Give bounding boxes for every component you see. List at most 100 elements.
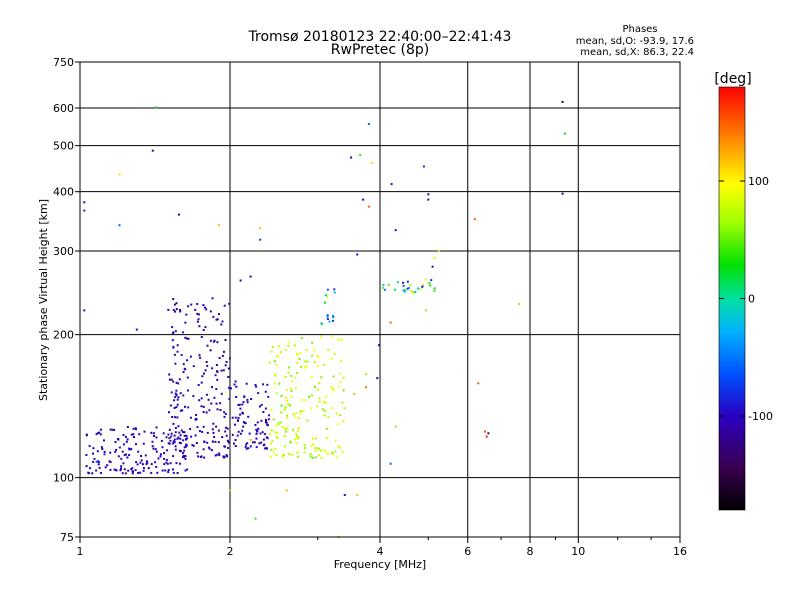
echo-point: [422, 284, 424, 287]
echo-point: [241, 403, 244, 406]
echo-point: [356, 493, 359, 496]
echo-point: [561, 192, 564, 195]
echo-point: [169, 404, 172, 407]
echo-point: [310, 394, 313, 397]
echo-point: [256, 430, 258, 433]
echo-point: [224, 430, 227, 433]
echo-point: [262, 444, 265, 447]
echo-point: [134, 469, 137, 472]
echo-point: [85, 454, 88, 456]
echo-point: [343, 407, 346, 410]
echo-point: [131, 470, 134, 473]
echo-point: [204, 306, 206, 309]
echo-point: [145, 463, 148, 465]
x-tick-label: 1: [77, 545, 84, 558]
echo-point: [288, 366, 291, 369]
echo-point: [271, 345, 274, 348]
echo-point: [147, 467, 150, 470]
echo-point: [261, 431, 264, 434]
echo-point: [92, 452, 94, 455]
echo-point: [151, 149, 154, 152]
echo-point: [298, 417, 301, 420]
echo-point: [83, 309, 86, 312]
echo-point: [196, 312, 199, 315]
echo-point: [294, 376, 297, 379]
echo-point: [286, 389, 289, 392]
echo-point: [320, 457, 323, 459]
colorbar-tick-label: -100: [748, 410, 773, 423]
echo-point: [428, 282, 431, 285]
echo-point: [303, 451, 306, 454]
echo-point: [324, 395, 327, 398]
echo-point: [202, 425, 205, 428]
echo-point: [365, 386, 367, 389]
echo-point: [255, 437, 258, 440]
echo-point: [284, 376, 287, 379]
echo-point: [214, 440, 217, 443]
echo-point: [178, 378, 181, 381]
echo-point: [237, 416, 240, 419]
y-tick-label: 750: [53, 56, 74, 69]
echo-point: [316, 405, 319, 408]
echo-point: [179, 437, 182, 440]
echo-point: [192, 365, 195, 368]
echo-point: [196, 303, 199, 305]
echo-point: [172, 298, 175, 300]
echo-point: [175, 394, 178, 397]
echo-point: [342, 389, 345, 392]
echo-point: [311, 341, 314, 344]
echo-point: [274, 374, 277, 377]
echo-point: [122, 434, 125, 436]
echo-point: [242, 425, 245, 428]
echo-point: [106, 464, 109, 467]
echo-point: [170, 391, 173, 394]
y-tick-label: 400: [53, 186, 74, 199]
echo-point: [339, 360, 342, 363]
echo-point: [270, 442, 272, 445]
echo-point: [283, 435, 286, 438]
echo-point: [290, 389, 293, 392]
echo-point: [306, 360, 309, 363]
echo-point: [96, 450, 99, 453]
echo-point: [227, 447, 229, 449]
echo-point: [173, 441, 176, 444]
echo-point: [303, 446, 306, 449]
echo-point: [326, 288, 329, 291]
echo-point: [218, 452, 220, 455]
echo-point: [155, 450, 158, 453]
echo-point: [212, 340, 215, 343]
echo-point: [245, 447, 248, 450]
echo-point: [135, 328, 138, 331]
echo-point: [88, 467, 91, 470]
echo-point: [269, 433, 272, 436]
echo-point: [177, 436, 180, 439]
echo-point: [259, 227, 262, 230]
echo-point: [234, 416, 237, 419]
echo-point: [217, 441, 220, 444]
echo-point: [291, 380, 294, 383]
echo-point: [137, 472, 140, 474]
x-axis-label: Frequency [MHz]: [334, 558, 426, 571]
echo-point: [223, 445, 226, 448]
echo-point: [227, 376, 230, 378]
echo-point: [227, 386, 230, 389]
echo-point: [433, 289, 436, 292]
echo-point: [190, 435, 193, 438]
echo-point: [239, 413, 242, 416]
echo-point: [101, 448, 104, 450]
colorbar-tick-label: 100: [748, 175, 769, 188]
echo-point: [297, 429, 300, 432]
echo-point: [192, 444, 195, 447]
echo-point: [246, 442, 249, 445]
echo-point: [296, 361, 299, 364]
echo-point: [125, 453, 127, 456]
echo-point: [114, 468, 117, 471]
echo-point: [173, 353, 176, 356]
echo-point: [134, 427, 137, 430]
echo-point: [199, 356, 202, 359]
echo-point: [477, 382, 480, 385]
echo-point: [292, 413, 295, 416]
x-axis-ticks: 1 2 4 6 8 10 16: [77, 537, 687, 558]
echo-point: [114, 450, 117, 453]
echo-point: [174, 310, 177, 313]
